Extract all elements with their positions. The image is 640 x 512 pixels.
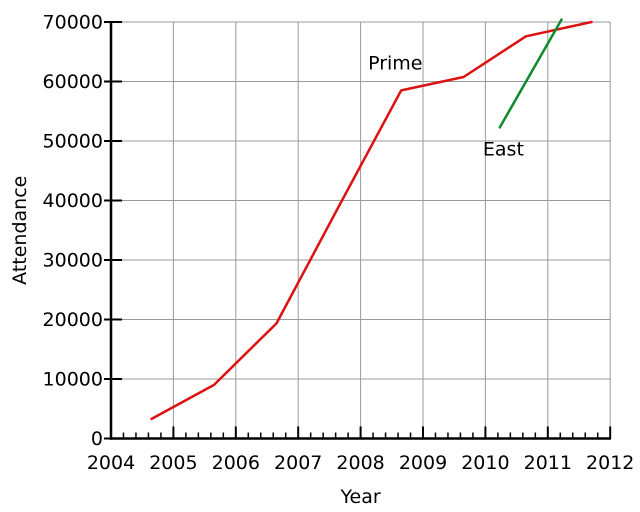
y-tick-label: 40000 <box>43 190 103 212</box>
x-tick-label: 2006 <box>212 452 260 474</box>
y-tick-label: 30000 <box>43 250 103 272</box>
x-tick-label: 2004 <box>87 452 135 474</box>
y-tick-label: 50000 <box>43 131 103 153</box>
y-tick-label: 60000 <box>43 71 103 93</box>
series-label-prime: Prime <box>368 53 422 75</box>
y-tick-label: 20000 <box>43 309 103 331</box>
x-tick-label: 2012 <box>586 452 634 474</box>
y-tick-label: 0 <box>91 428 103 450</box>
y-axis-title: Attendance <box>9 176 31 285</box>
x-axis-title: Year <box>339 486 380 508</box>
series-label-east: East <box>483 138 524 160</box>
y-tick-label: 10000 <box>43 369 103 391</box>
x-tick-label: 2011 <box>524 452 572 474</box>
y-tick-label: 70000 <box>43 12 103 34</box>
series-line-prime <box>150 20 593 421</box>
x-tick-label: 2008 <box>336 452 384 474</box>
x-tick-label: 2005 <box>149 452 197 474</box>
x-tick-label: 2007 <box>274 452 322 474</box>
x-tick-label: 2009 <box>399 452 447 474</box>
x-tick-label: 2010 <box>461 452 509 474</box>
series-line-east <box>498 18 563 129</box>
